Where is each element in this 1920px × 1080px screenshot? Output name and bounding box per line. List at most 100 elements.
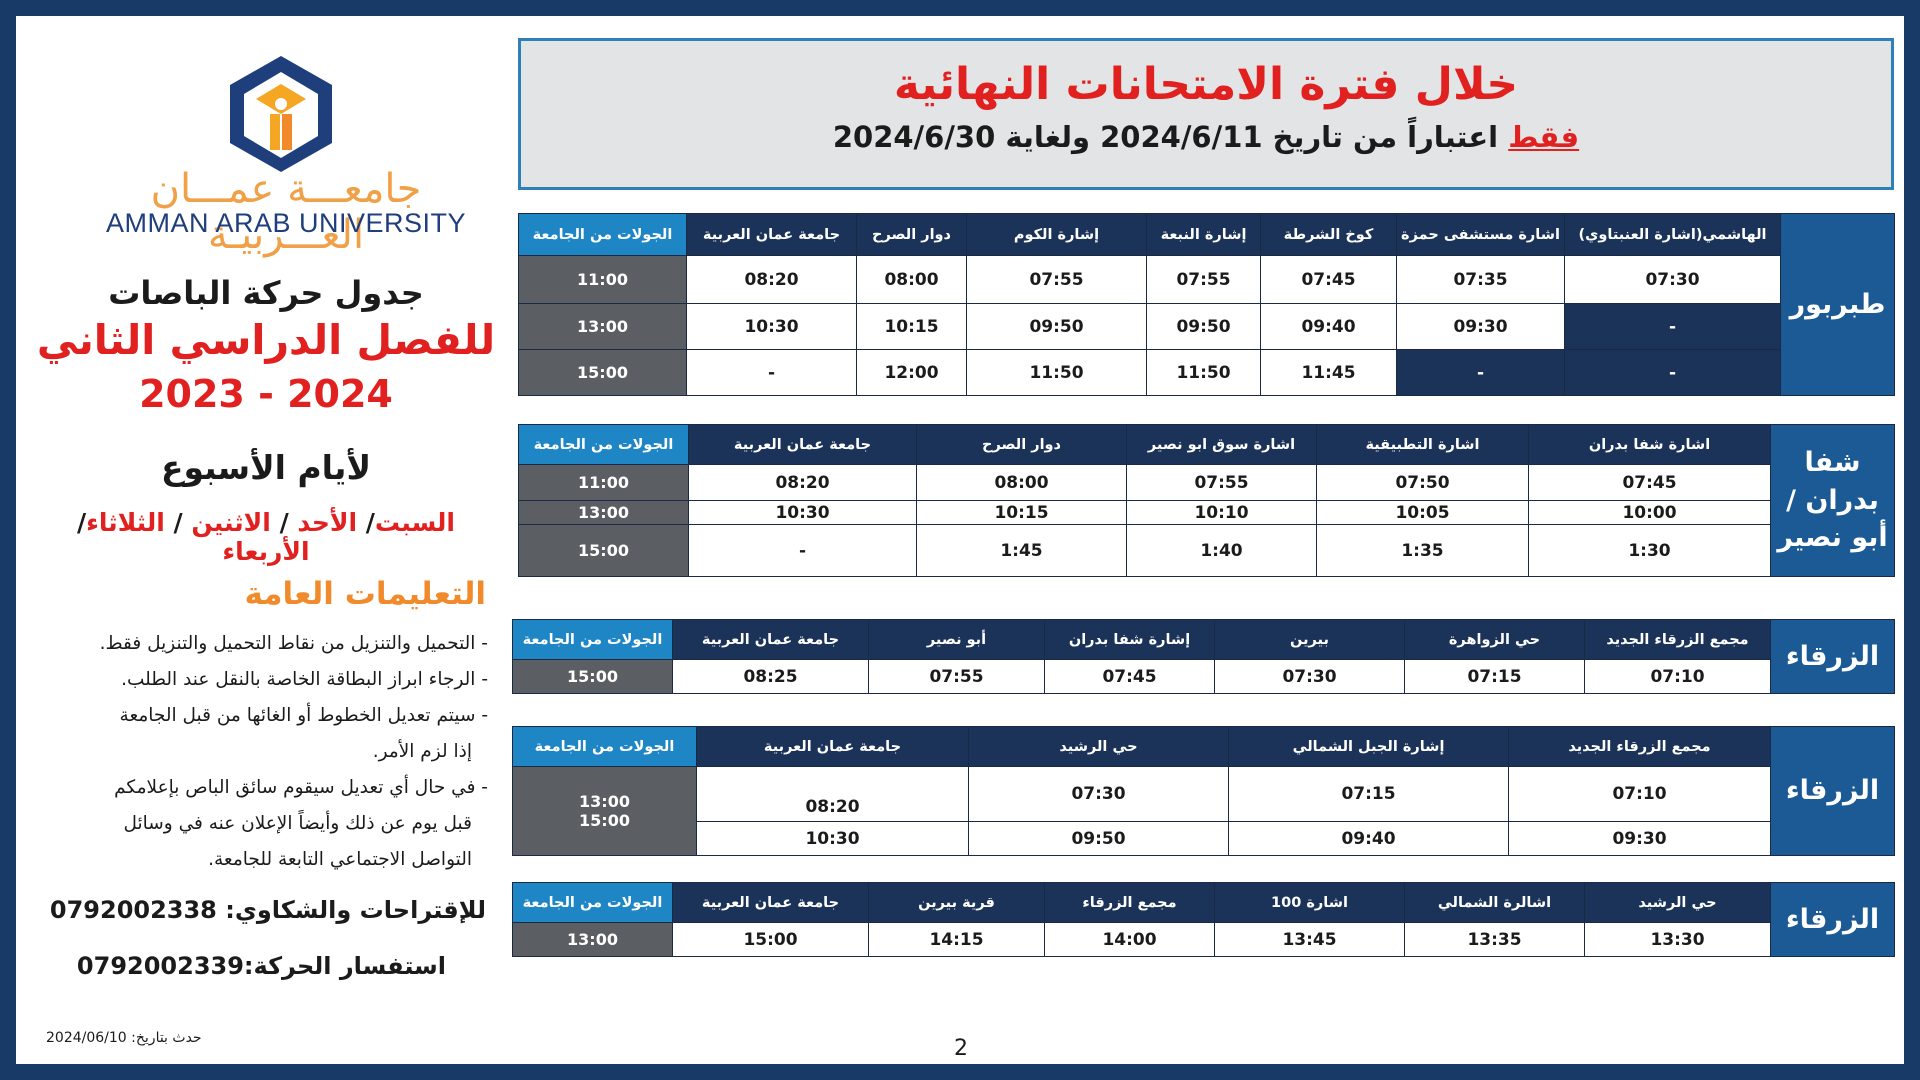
from-university-time: 13:00	[512, 922, 673, 957]
stop-header: حي الرشيد	[968, 726, 1229, 767]
route-name: الزرقاء	[1770, 619, 1895, 694]
time-cell: -	[688, 524, 917, 577]
stop-header: دوار الصرح	[856, 213, 967, 256]
route-table-zarqa-2: الزرقاء مجمع الزرقاء الجديد إشارة الجبل …	[512, 726, 1895, 856]
time-cell: 10:05	[1316, 500, 1529, 525]
stop-header: دوار الصرح	[916, 424, 1127, 465]
stop-header: اشالرة الشمالي	[1404, 882, 1585, 923]
general-instructions-title: التعليمات العامة	[244, 576, 487, 612]
stop-header: إشارة الجبل الشمالي	[1228, 726, 1509, 767]
instruction-item: - التحميل والتنزيل من نقاط التحميل والتن…	[99, 633, 488, 654]
time-cell: -	[686, 349, 857, 396]
time-cell: 11:45	[1260, 349, 1397, 396]
time-cell: 07:35	[1396, 255, 1565, 304]
instruction-item: التواصل الاجتماعي التابعة للجامعة.	[208, 849, 472, 870]
route-name: طبربور	[1780, 213, 1895, 396]
university-logo-icon	[230, 56, 332, 172]
route-table-shafa-badran: شفا بدران / أبو نصير اشارة شفا بدران اشا…	[518, 424, 1895, 577]
week-days-title: لأيام الأسبوع	[160, 448, 372, 487]
time-cell: 08:20	[688, 464, 917, 501]
updated-date: حدث بتاريخ: 2024/06/10	[46, 1030, 202, 1046]
time-cell: 09:40	[1260, 303, 1397, 350]
time-cell: 07:45	[1044, 659, 1215, 694]
instructions-list: - التحميل والتنزيل من نقاط التحميل والتن…	[38, 626, 488, 878]
page-number: 2	[954, 1036, 968, 1061]
header-title: خلال فترة الامتحانات النهائية	[893, 59, 1519, 110]
from-university-header: الجولات من الجامعة	[518, 424, 689, 465]
stop-header: حي الزواهرة	[1404, 619, 1585, 660]
time-cell: 08:25	[672, 659, 869, 694]
from-university-time: 11:00	[518, 464, 689, 501]
from-university-times: 13:00 15:00	[512, 766, 697, 856]
instruction-item: - في حال أي تعديل سيقوم سائق الباص بإعلا…	[114, 777, 488, 798]
time-cell: 09:30	[1396, 303, 1565, 350]
stop-header: جامعة عمان العربية	[688, 424, 917, 465]
header-date-range: اعتباراً من تاريخ 2024/6/11 ولغاية 2024/…	[832, 120, 1509, 154]
stop-header: اشارة 100	[1214, 882, 1405, 923]
route-name: شفا بدران / أبو نصير	[1770, 424, 1895, 577]
time-cell: 07:45	[1528, 464, 1771, 501]
university-name-arabic: جامعـــة عمـــان العـــربيـة	[150, 166, 422, 258]
time-cell: 14:15	[868, 922, 1045, 957]
time-cell: 08:20	[686, 255, 857, 304]
time-cell: 12:00	[856, 349, 967, 396]
time-cell: 08:00	[856, 255, 967, 304]
time-cell: 10:30	[686, 303, 857, 350]
time-cell: 1:40	[1126, 524, 1317, 577]
stop-header: جامعة عمان العربية	[672, 882, 869, 923]
time-cell: 13:45	[1214, 922, 1405, 957]
day-tuesday: الثلاثاء	[86, 508, 165, 537]
time-cell: 07:15	[1228, 766, 1509, 822]
time-cell: 13:30	[1584, 922, 1771, 957]
time-cell: 10:10	[1126, 500, 1317, 525]
time-cell: 11:50	[1146, 349, 1261, 396]
stop-header: كوخ الشرطة	[1260, 213, 1397, 256]
from-university-header: الجولات من الجامعة	[512, 882, 673, 923]
header-banner: خلال فترة الامتحانات النهائية فقط اعتبار…	[518, 38, 1894, 190]
days-list: السبت/ الأحد / الاثنين / الثلاثاء/ الأرب…	[77, 508, 455, 566]
time-cell: 09:50	[1146, 303, 1261, 350]
stop-header: اشارة شفا بدران	[1528, 424, 1771, 465]
from-university-time: 15:00	[579, 811, 630, 830]
time-cell: 10:30	[688, 500, 917, 525]
stop-header: قرية بيرين	[868, 882, 1045, 923]
time-cell: 10:15	[916, 500, 1127, 525]
stop-header: الهاشمي(اشارة العنبتاوي)	[1564, 213, 1781, 256]
stop-header: جامعة عمان العربية	[686, 213, 857, 256]
instruction-item: - الرجاء ابراز البطاقة الخاصة بالنقل عند…	[121, 669, 488, 690]
route-table-tabarbour: طبربور الهاشمي(اشارة العنبتاوي) اشارة مس…	[518, 213, 1895, 396]
time-cell: 08:20	[696, 766, 969, 822]
stop-header: بيرين	[1214, 619, 1405, 660]
schedule-title: جدول حركة الباصات	[108, 274, 424, 312]
from-university-time: 15:00	[518, 349, 687, 396]
route-table-zarqa-3: الزرقاء حي الرشيد اشالرة الشمالي اشارة 1…	[512, 882, 1895, 957]
time-cell: 09:50	[968, 821, 1229, 856]
time-cell: 10:30	[696, 821, 969, 856]
time-cell: 07:15	[1404, 659, 1585, 694]
stop-header: مجمع الزرقاء الجديد	[1584, 619, 1771, 660]
time-cell: 07:30	[968, 766, 1229, 822]
from-university-header: الجولات من الجامعة	[518, 213, 687, 256]
time-cell: 09:30	[1508, 821, 1771, 856]
university-name-english: AMMAN ARAB UNIVERSITY	[105, 208, 467, 238]
stop-header: إشارة الكوم	[966, 213, 1147, 256]
from-university-time: 11:00	[518, 255, 687, 304]
time-cell: 15:00	[672, 922, 869, 957]
route-name: الزرقاء	[1770, 882, 1895, 957]
from-university-time: 13:00	[518, 303, 687, 350]
header-only-label: فقط	[1508, 120, 1580, 154]
time-cell: 07:55	[1146, 255, 1261, 304]
time-cell: 1:30	[1528, 524, 1771, 577]
route-name: الزرقاء	[1770, 726, 1895, 856]
page: جامعـــة عمـــان العـــربيـة AMMAN ARAB …	[16, 16, 1904, 1064]
suggestions-phone: للإقتراحات والشكاوي: 0792002338	[49, 896, 486, 924]
time-cell: 13:35	[1404, 922, 1585, 957]
from-university-header: الجولات من الجامعة	[512, 726, 697, 767]
time-cell: 07:55	[1126, 464, 1317, 501]
time-cell: -	[1564, 349, 1781, 396]
stop-header: اشارة التطبيقية	[1316, 424, 1529, 465]
header-subtitle: فقط اعتباراً من تاريخ 2024/6/11 ولغاية 2…	[521, 120, 1891, 154]
time-cell: 07:50	[1316, 464, 1529, 501]
time-cell: 07:55	[966, 255, 1147, 304]
stop-header: اشارة مستشفى حمزة	[1396, 213, 1565, 256]
